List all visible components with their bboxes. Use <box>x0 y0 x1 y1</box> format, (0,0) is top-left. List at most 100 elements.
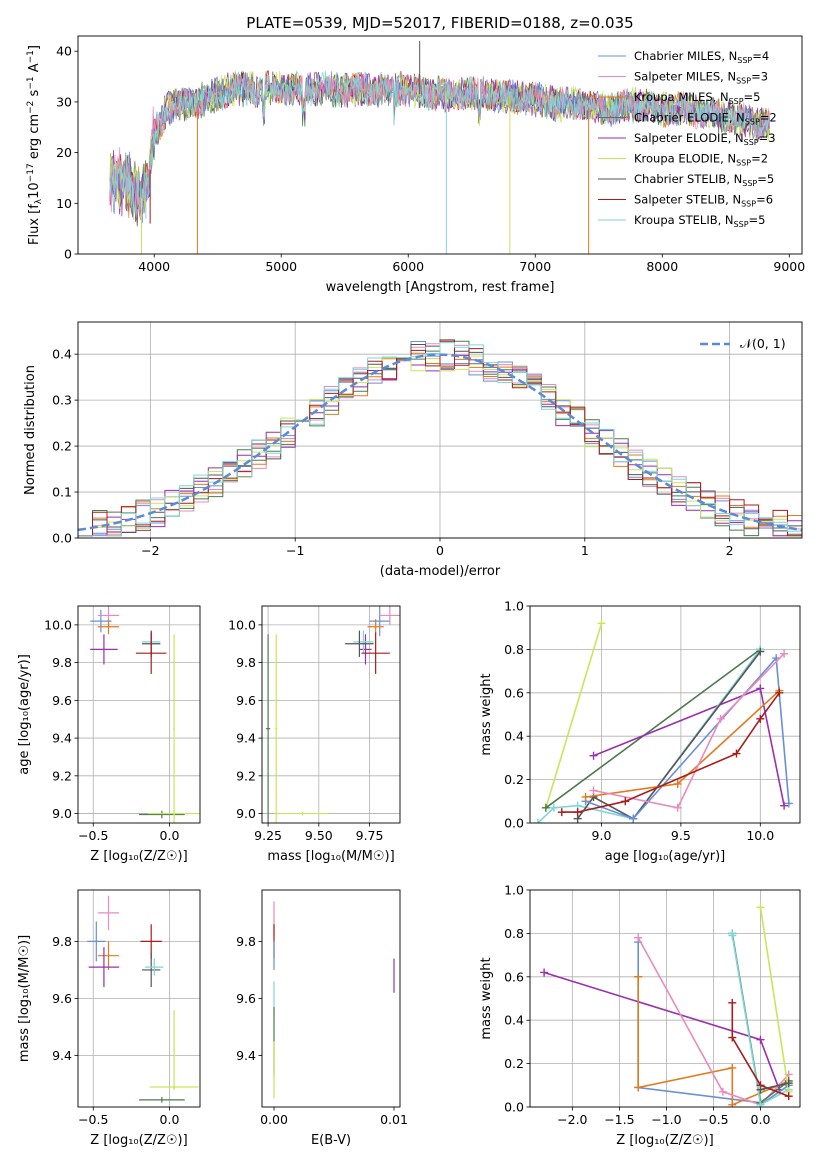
frame-spectrum: 4000 5000 6000 7000 8000 9000 0 10 20 30 40 wavelen… <box>26 14 805 295</box>
x-tick-label: 8000 <box>646 259 678 274</box>
weight-marker <box>784 1079 793 1088</box>
y-tick-label: 0.4 <box>52 347 72 362</box>
frame-residuals: −2 −1 0 1 2 0.0 0.1 0.2 0.3 0.4 (data-model)/error… <box>23 321 803 579</box>
axes-mass-vs-Z: −0.5 0.0 9.4 9.6 9.8 Z [log₁₀(Z/Z☉)] mass [log… <box>17 889 201 1148</box>
plot-weight-vs-Z <box>540 903 793 1107</box>
y-tick-label: 30 <box>56 94 72 109</box>
legend-entry: Salpeter ELODIE, NSSP=3 <box>634 131 776 147</box>
y-tick-label: 9.6 <box>52 693 72 708</box>
x-tick-label: −1.5 <box>604 1112 634 1127</box>
y-tick-label: 9.8 <box>52 655 72 670</box>
x-tick-label: −2 <box>141 543 159 558</box>
y-tick-label: 9.6 <box>236 693 256 708</box>
axes-weight-vs-age: 9.0 9.5 10.0 0.0 0.2 0.4 0.6 0.8 1.0 age [log₁₀(a… <box>479 599 801 864</box>
legend-sub: SSP <box>745 118 760 127</box>
x-tick-label: 2 <box>726 543 734 558</box>
x-tick-label: 7000 <box>519 259 551 274</box>
weight-marker <box>673 803 682 812</box>
plot-residuals <box>78 339 802 537</box>
y-tick-label: 0.0 <box>504 1100 524 1115</box>
y-tick-label: 9.8 <box>236 934 256 949</box>
weight-marker <box>589 751 598 760</box>
x-tick-label: 9.25 <box>254 828 282 843</box>
legend-sub: SSP <box>742 179 757 188</box>
weight-marker <box>732 749 741 758</box>
y-tick-label: 9.6 <box>52 991 72 1006</box>
y-tick-label: 0.8 <box>504 926 524 941</box>
legend-label: Salpeter ELODIE, N <box>634 131 744 145</box>
x-tick-label: 6000 <box>392 259 424 274</box>
weight-marker <box>549 803 558 812</box>
y-axis-label: Flux [fλ10−17 erg cm−2 s−1 A−1] <box>26 45 44 245</box>
legend-n: =5 <box>744 90 761 104</box>
axes-frame <box>529 605 801 824</box>
plot-mass-vs-Z <box>87 895 199 1103</box>
x-tick-label: −0.5 <box>78 828 108 843</box>
y-tick-label: 9.8 <box>52 934 72 949</box>
y-tick-label: 10 <box>56 196 72 211</box>
legend-label: Chabrier ELODIE, N <box>634 111 745 125</box>
y-tick-label: 9.2 <box>52 768 72 783</box>
y-axis-label: Normed distribution <box>23 365 38 495</box>
x-tick-label: 10.0 <box>746 828 774 843</box>
y-tick-label: 0.6 <box>504 969 524 984</box>
axes-residuals: −2 −1 0 1 2 0.0 0.1 0.2 0.3 0.4 (data-model)/error… <box>23 321 803 579</box>
legend-sub: SSP <box>729 97 744 106</box>
y-axis-label: mass weight <box>479 957 494 1039</box>
x-tick-label: 0.0 <box>160 828 180 843</box>
spectrum-line <box>109 70 771 212</box>
weight-marker <box>728 931 737 940</box>
weight-marker <box>756 1085 765 1094</box>
legend: 𝒩(0, 1) <box>700 336 786 351</box>
y-tick-label: 0.6 <box>504 685 524 700</box>
y-tick-label: 0.4 <box>504 1013 524 1028</box>
y-axis-label-part: −1 <box>26 76 36 89</box>
legend-n: =4 <box>752 49 769 63</box>
x-tick-label: −1.0 <box>651 1112 681 1127</box>
y-tick-label: 0.0 <box>504 816 524 831</box>
y-tick-label: 9.4 <box>52 1048 72 1063</box>
legend-entry: Chabrier ELODIE, NSSP=2 <box>634 111 777 127</box>
y-tick-label: 0.8 <box>504 642 524 657</box>
legend-n: =2 <box>751 152 768 166</box>
legend-n: =3 <box>751 70 768 84</box>
weight-line <box>576 651 761 820</box>
legend-entry: Kroupa ELODIE, NSSP=2 <box>634 152 768 168</box>
weight-marker <box>589 786 598 795</box>
plot-weight-vs-age <box>533 619 793 823</box>
y-tick-label: 9.2 <box>236 768 256 783</box>
weight-marker <box>756 714 765 723</box>
weight-marker <box>780 801 789 810</box>
x-axis-label: age [log₁₀(age/yr)] <box>605 849 726 864</box>
grid-mass-vs-Z <box>78 890 200 1107</box>
y-axis-label: mass [log₁₀(M/M☉)] <box>17 935 32 1062</box>
y-axis-label: age [log₁₀(age/yr)] <box>17 654 32 775</box>
axes-frame <box>529 889 801 1108</box>
weight-line <box>759 907 790 1092</box>
frame-age-vs-mass: 9.25 9.50 9.75 9.0 9.2 9.4 9.6 9.8 10.0 mass [log… <box>228 605 401 864</box>
legend-n: =6 <box>756 193 773 207</box>
y-tick-label: 0.3 <box>52 393 72 408</box>
x-tick-label: 9.75 <box>356 828 384 843</box>
weight-marker <box>756 684 765 693</box>
chart-title: PLATE=0539, MJD=52017, FIBERID=0188, z=0… <box>246 14 633 32</box>
frame-weight-vs-Z: −2.0 −1.5 −1.0 −0.5 0.0 0.0 0.2 0.4 0.6 0.8 1.0 Z [… <box>479 883 801 1148</box>
legend-entry: Kroupa STELIB, NSSP=5 <box>634 213 765 229</box>
x-axis-label: Z [log₁₀(Z/Z☉)] <box>90 849 187 864</box>
y-tick-label: 40 <box>56 44 72 59</box>
x-tick-label: 9.5 <box>671 828 691 843</box>
legend-sub: SSP <box>744 138 759 147</box>
x-tick-label: −2.0 <box>557 1112 587 1127</box>
axes-age-vs-Z: −0.5 0.0 9.0 9.2 9.4 9.6 9.8 10.0 Z [log₁₀(Z/Z☉)… <box>17 605 201 864</box>
legend-sub: SSP <box>737 56 752 65</box>
weight-marker <box>728 1033 737 1042</box>
plot-age-vs-Z <box>90 606 200 823</box>
x-tick-label: 0 <box>436 543 444 558</box>
weight-marker <box>541 803 550 812</box>
axes-frame <box>261 605 401 824</box>
y-tick-label: 9.4 <box>52 731 72 746</box>
weight-marker <box>634 1083 643 1092</box>
y-tick-label: 1.0 <box>504 599 524 614</box>
legend-n: =5 <box>757 172 774 186</box>
